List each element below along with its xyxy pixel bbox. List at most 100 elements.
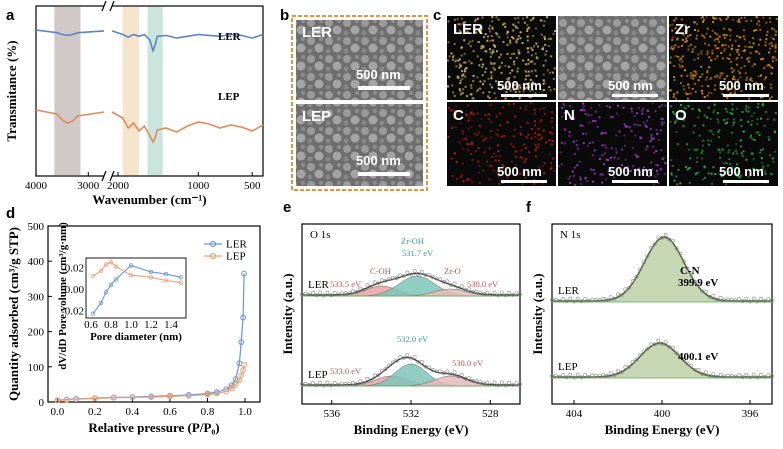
eds-speckle — [539, 108, 542, 111]
isotherm-x-tick-label: 0.0 — [51, 406, 65, 418]
eds-speckle — [482, 63, 484, 66]
eds-speckle — [740, 56, 743, 59]
eds-speckle — [624, 125, 627, 128]
eds-speckle — [609, 156, 612, 159]
eds-speckle — [752, 37, 754, 40]
eds-speckle — [572, 115, 575, 118]
eds-speckle — [718, 35, 721, 38]
eds-speckle — [752, 158, 755, 161]
eds-speckle — [520, 149, 523, 152]
eds-speckle — [579, 124, 582, 127]
eds-speckle — [770, 172, 772, 175]
eds-speckle — [720, 52, 723, 54]
inset-point-lep — [113, 264, 119, 269]
eds-speckle — [747, 106, 750, 109]
eds-speckle — [472, 97, 475, 100]
panel-e-raw-point — [485, 290, 490, 295]
eds-speckle — [477, 131, 480, 134]
eds-speckle — [689, 74, 692, 77]
eds-scalebar-3 — [501, 180, 547, 183]
panel-e-raw-point — [445, 369, 450, 374]
panel-f-raw-point — [553, 373, 558, 378]
eds-speckle — [644, 124, 647, 127]
eds-speckle — [538, 139, 541, 141]
panel-e-raw-point — [383, 367, 388, 371]
eds-speckle — [523, 21, 526, 24]
o1s-lep-ann-2: 530.0 eV — [452, 358, 484, 368]
eds-speckle — [537, 143, 540, 146]
eds-speckle — [598, 116, 601, 119]
eds-speckle — [477, 147, 480, 149]
eds-speckle — [661, 158, 664, 161]
eds-speckle — [769, 154, 772, 157]
eds-speckle — [722, 162, 725, 165]
panel-e-raw-point — [510, 293, 515, 297]
eds-speckle — [550, 120, 553, 123]
eds-speckle — [483, 138, 486, 141]
eds-speckle — [502, 41, 505, 43]
isotherm-point-lep — [129, 394, 136, 401]
eds-speckle — [634, 153, 637, 156]
eds-speckle — [738, 36, 741, 39]
panel-e-raw-point — [449, 372, 453, 377]
eds-speckle — [504, 97, 507, 100]
eds-speckle — [622, 106, 625, 109]
inset-point-ler — [103, 290, 109, 295]
eds-speckle — [650, 133, 653, 136]
eds-speckle — [771, 173, 774, 176]
eds-speckle — [765, 34, 768, 37]
eds-speckle — [528, 82, 531, 85]
eds-speckle — [689, 76, 692, 79]
panel-f-raw-point — [744, 296, 749, 301]
panel-f-raw-point — [755, 299, 760, 304]
n1s-ler-ann-1: 399.9 eV — [678, 277, 718, 289]
eds-speckle — [540, 136, 543, 139]
eds-speckle — [461, 77, 464, 80]
eds-speckle — [649, 127, 652, 130]
eds-speckle — [465, 67, 468, 69]
panel-e-raw-point — [380, 278, 384, 283]
eds-speckle — [636, 112, 638, 115]
panel-f-raw-point — [649, 245, 653, 250]
eds-speckle — [482, 169, 485, 172]
eds-speckle — [470, 87, 473, 89]
eds-speckle — [740, 152, 743, 155]
eds-speckle — [656, 132, 659, 135]
panel-f-raw-point — [634, 274, 639, 279]
eds-speckle — [731, 44, 734, 47]
panel-e-raw-point — [321, 383, 326, 388]
eds-speckle — [518, 97, 521, 100]
eds-speckle — [712, 17, 715, 20]
eds-speckle — [454, 28, 456, 31]
panel-e-raw-point — [394, 358, 399, 363]
eds-speckle — [701, 16, 704, 19]
panel-f-raw-point — [590, 373, 595, 378]
eds-speckle — [688, 148, 691, 151]
eds-speckle — [747, 176, 750, 178]
eds-speckle — [623, 166, 626, 169]
eds-speckle — [737, 170, 740, 173]
panel-d-isotherm: 0.0 0.2 0.4 0.6 0.8 1.00100200300400500LERLEP… — [6, 221, 261, 435]
eds-speckle — [761, 161, 764, 164]
ftir-line-lep-right — [111, 111, 264, 144]
eds-speckle — [675, 97, 677, 100]
eds-speckle — [670, 173, 673, 176]
panel-f-raw-point — [583, 372, 587, 377]
ftir-axis-break-gap-top — [104, 3, 112, 9]
panel-label-d: d — [6, 205, 15, 222]
eds-speckle — [470, 125, 473, 128]
eds-speckle — [633, 114, 636, 117]
eds-speckle — [662, 156, 665, 159]
panel-f-raw-point — [568, 296, 573, 301]
eds-speckle — [694, 74, 697, 77]
eds-speckle — [518, 50, 521, 53]
eds-speckle — [486, 160, 488, 163]
eds-speckle — [497, 150, 500, 153]
eds-speckle — [707, 143, 710, 146]
eds-speckle — [549, 153, 552, 156]
eds-speckle — [673, 179, 676, 182]
eds-speckle — [462, 23, 465, 26]
isotherm-x-tick-label: 1.0 — [238, 406, 252, 418]
eds-speckle — [681, 60, 684, 63]
panel-f-raw-point — [608, 295, 613, 299]
